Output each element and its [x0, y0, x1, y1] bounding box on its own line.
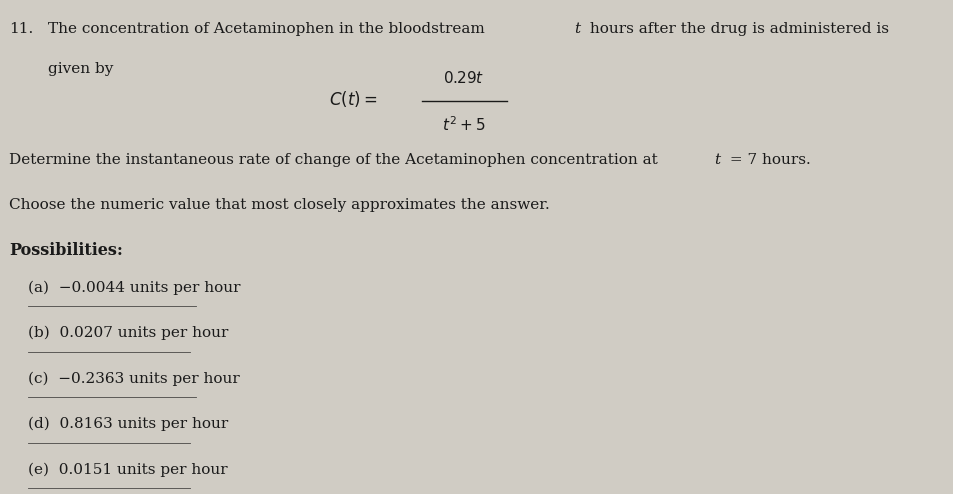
- Text: (c)  −0.2363 units per hour: (c) −0.2363 units per hour: [28, 371, 239, 386]
- Text: (b)  0.0207 units per hour: (b) 0.0207 units per hour: [28, 326, 228, 340]
- Text: Choose the numeric value that most closely approximates the answer.: Choose the numeric value that most close…: [10, 198, 549, 211]
- Text: (e)  0.0151 units per hour: (e) 0.0151 units per hour: [28, 462, 227, 477]
- Text: The concentration of Acetaminophen in the bloodstream: The concentration of Acetaminophen in th…: [48, 22, 489, 36]
- Text: $t^2 + 5$: $t^2 + 5$: [441, 116, 485, 134]
- Text: = 7 hours.: = 7 hours.: [724, 153, 810, 167]
- Text: given by: given by: [48, 62, 113, 76]
- Text: t: t: [574, 22, 580, 36]
- Text: $C(t) =$: $C(t) =$: [328, 89, 376, 109]
- Text: 11.: 11.: [10, 22, 33, 36]
- Text: Possibilities:: Possibilities:: [10, 242, 123, 259]
- Text: (a)  −0.0044 units per hour: (a) −0.0044 units per hour: [28, 281, 240, 295]
- Text: (d)  0.8163 units per hour: (d) 0.8163 units per hour: [28, 417, 228, 431]
- Text: Determine the instantaneous rate of change of the Acetaminophen concentration at: Determine the instantaneous rate of chan…: [10, 153, 662, 167]
- Text: hours after the drug is administered is: hours after the drug is administered is: [585, 22, 888, 36]
- Text: t: t: [713, 153, 720, 167]
- Text: $0.29t$: $0.29t$: [442, 70, 483, 85]
